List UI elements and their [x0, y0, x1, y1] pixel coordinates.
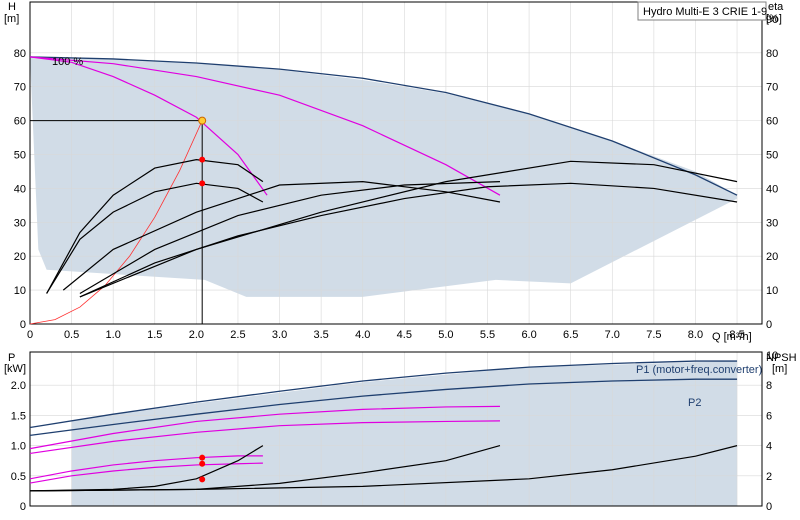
y-axis-label-top-1: H — [8, 1, 16, 13]
x-tick-label: 5.0 — [438, 329, 453, 341]
point-marker — [199, 476, 206, 483]
annotation-100-percent: 100 % — [52, 56, 83, 68]
series-line-8 — [79, 160, 738, 298]
y-axis-label-bottom-2: [kW] — [4, 363, 26, 375]
head-flow-panel: 0 10 20 30 40 50 60 70 80 0 10 20 30 40 50 60 70 80 90 0 0.5… — [14, 1, 778, 341]
series-line-0 — [29, 56, 738, 196]
y-tick-label: 60 — [14, 116, 26, 128]
y-axis-label-bottom-1: P — [8, 352, 15, 364]
y2-tick-label: 50 — [766, 150, 778, 162]
point-marker — [199, 460, 206, 467]
y-tick-label: 20 — [14, 251, 26, 263]
y-tick-label: 0 — [20, 501, 26, 513]
series-line-5 — [29, 462, 263, 484]
y-tick-label: 0.5 — [11, 471, 26, 483]
y-tick-label: 1.0 — [11, 441, 26, 453]
y2-tick-label: 60 — [766, 116, 778, 128]
series-line-3 — [46, 159, 264, 294]
x-tick-label: 6.5 — [563, 329, 578, 341]
y-tick-label: 10 — [14, 285, 26, 297]
x-tick-label: 3.0 — [272, 329, 287, 341]
y2-tick-label: 80 — [766, 48, 778, 60]
series-line-2 — [29, 405, 500, 450]
series-line-7 — [79, 182, 738, 298]
y2-tick-label: 6 — [766, 410, 772, 422]
y-tick-label: 2.0 — [11, 380, 26, 392]
y2-tick-label: 8 — [766, 380, 772, 392]
y2-axis-label-top-2: [%] — [766, 13, 782, 25]
x-tick-label: 1.5 — [147, 329, 162, 341]
y2-axis-label-top-1: eta — [768, 1, 784, 13]
y2-tick-label: 20 — [766, 251, 778, 263]
y-tick-label: 50 — [14, 150, 26, 162]
x-tick-label: 2.5 — [230, 329, 245, 341]
y2-tick-label: 30 — [766, 217, 778, 229]
x-tick-label: 3.5 — [313, 329, 328, 341]
series-line-4 — [46, 182, 264, 294]
y2-tick-label: 2 — [766, 471, 772, 483]
series-line-5 — [62, 181, 501, 291]
x-axis-label: Q [m³/h] — [712, 331, 752, 343]
y2-tick-label: 4 — [766, 441, 772, 453]
y2-axis-label-bottom-1: NPSH — [766, 352, 797, 364]
power-npsh-panel: 0 0.5 1.0 1.5 2.0 0 2 4 6 8 10 — [11, 350, 779, 513]
plot-frame — [29, 1, 763, 325]
x-tick-label: 7.0 — [605, 329, 620, 341]
y-axis-label-top-2: [m] — [4, 13, 19, 25]
x-tick-label: 4.0 — [355, 329, 370, 341]
x-tick-label: 4.5 — [397, 329, 412, 341]
series-line-0 — [29, 360, 738, 429]
chart-title-box: Hydro Multi-E 3 CRIE 1-9 — [637, 1, 767, 21]
series-line-8 — [29, 445, 738, 492]
series-line-6 — [79, 181, 500, 295]
x-tick-label: 1.0 — [106, 329, 121, 341]
x-tick-label: 8.5 — [729, 329, 744, 341]
series-line-4 — [29, 455, 263, 480]
chart-title: Hydro Multi-E 3 CRIE 1-9 — [643, 6, 767, 18]
point-marker — [199, 156, 206, 163]
x-tick-label: 8.0 — [688, 329, 703, 341]
y2-tick-label: 10 — [766, 285, 778, 297]
series-line-1 — [29, 378, 738, 436]
y-tick-label: 0 — [20, 319, 26, 331]
point-marker — [199, 180, 206, 187]
y2-tick-label: 0 — [766, 501, 772, 513]
y-tick-label: 70 — [14, 82, 26, 94]
y-tick-label: 1.5 — [11, 410, 26, 422]
series-line-1 — [29, 56, 268, 196]
x-tick-label: 0.5 — [64, 329, 79, 341]
x-tick-label: 0 — [27, 329, 33, 341]
y2-tick-label: 0 — [766, 319, 772, 331]
y-tick-label: 80 — [14, 48, 26, 60]
x-tick-label: 7.5 — [646, 329, 661, 341]
plot-frame — [29, 351, 763, 507]
x-tick-label: 2.0 — [189, 329, 204, 341]
series-line-2 — [29, 56, 501, 196]
series-line-3 — [29, 420, 500, 455]
y2-tick-label: 90 — [766, 14, 778, 26]
y2-axis-label-bottom-2: [m] — [772, 363, 787, 375]
series-line-6 — [29, 445, 264, 492]
operating-area — [30, 56, 738, 297]
y2-tick-label: 40 — [766, 183, 778, 195]
y-tick-label: 40 — [14, 183, 26, 195]
y2-tick-label: 10 — [766, 350, 778, 362]
duty-point-marker — [198, 116, 207, 125]
series-label-p2: P2 — [688, 397, 701, 409]
x-tick-label: 5.5 — [480, 329, 495, 341]
y2-tick-label: 70 — [766, 82, 778, 94]
x-tick-label: 6.0 — [521, 329, 536, 341]
point-marker — [199, 454, 206, 461]
y-tick-label: 30 — [14, 217, 26, 229]
series-label-p1: P1 (motor+freq.converter) — [636, 364, 762, 376]
